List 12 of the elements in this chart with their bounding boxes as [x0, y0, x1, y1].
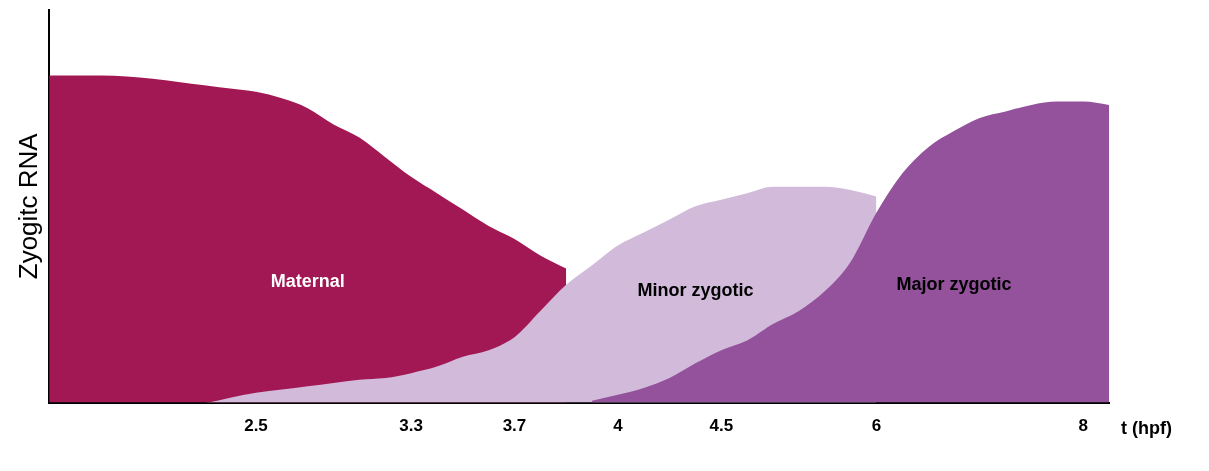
x-tick-label: 4.5: [709, 416, 734, 436]
x-tick-label: 6: [871, 416, 882, 436]
x-tick-label: 4: [613, 416, 624, 436]
x-tick-label: 2.5: [244, 416, 268, 436]
series-label: Maternal: [270, 270, 345, 291]
series-label: Minor zygotic: [637, 280, 754, 301]
y-axis-title: Zyogitc RNA: [12, 132, 43, 280]
x-tick-label: 3.7: [502, 416, 527, 436]
x-axis-title: t (hpf): [1121, 417, 1172, 438]
series-label: Major zygotic: [896, 273, 1012, 294]
x-tick-label: 8: [1078, 416, 1088, 436]
x-tick-label: 3.3: [399, 416, 423, 436]
